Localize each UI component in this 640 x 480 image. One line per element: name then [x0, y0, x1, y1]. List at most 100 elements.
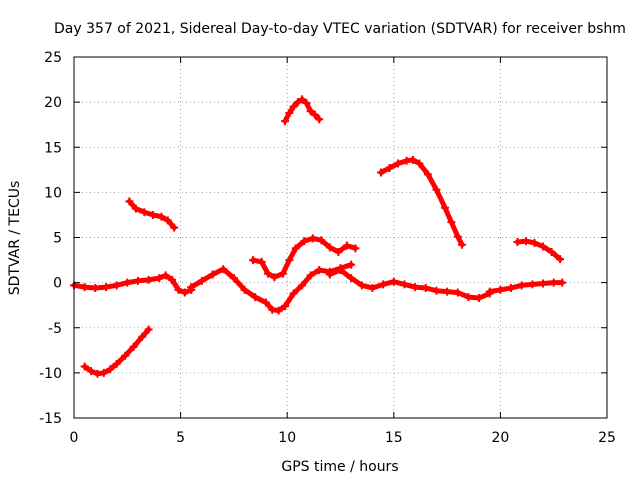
series-arc-8	[377, 155, 467, 249]
y-tick-label: -10	[39, 366, 62, 382]
x-tick-label: 20	[491, 430, 509, 446]
data-point	[168, 275, 177, 284]
axis-ticks: 0 5 10 15 20 25 -15 -10 -5 0 5 10 15 20 25	[39, 50, 616, 446]
data-point	[517, 281, 526, 290]
data-point	[415, 159, 424, 168]
data-point	[400, 280, 409, 289]
data-point	[325, 243, 334, 252]
x-tick-label: 15	[385, 430, 403, 446]
data-point	[112, 359, 121, 368]
data-point	[530, 238, 539, 247]
data-point	[336, 265, 345, 274]
data-point	[507, 284, 516, 293]
data-point	[379, 280, 388, 289]
data-point	[229, 274, 238, 283]
y-tick-label: 5	[53, 231, 62, 247]
data-point	[389, 277, 398, 286]
data-point	[270, 273, 279, 282]
data-point	[285, 256, 294, 265]
chart-title: Day 357 of 2021, Sidereal Day-to-day VTE…	[54, 21, 626, 37]
series-arc-5	[249, 234, 360, 282]
x-tick-label: 25	[598, 430, 616, 446]
data-point	[180, 288, 189, 297]
data-point	[394, 159, 403, 168]
data-point	[197, 276, 206, 285]
data-point	[163, 216, 172, 225]
data-point	[240, 285, 249, 294]
data-point	[148, 210, 157, 219]
x-tick-label: 5	[176, 430, 185, 446]
series-line	[327, 267, 493, 301]
data-point	[289, 289, 298, 298]
data-point	[306, 107, 315, 116]
data-point	[174, 285, 183, 294]
y-tick-label: 15	[44, 140, 62, 156]
data-point	[281, 117, 290, 126]
y-tick-label: -5	[48, 321, 62, 337]
data-point	[485, 287, 494, 296]
x-tick-label: 10	[278, 430, 296, 446]
data-point	[558, 278, 567, 287]
y-tick-label: 0	[53, 276, 62, 292]
data-point	[249, 256, 258, 265]
data-point	[315, 265, 324, 274]
series-arc-9	[485, 278, 567, 296]
grid	[74, 57, 607, 418]
data-point	[528, 280, 537, 289]
data-point	[161, 271, 170, 280]
series-arc-2	[125, 197, 179, 232]
data-point	[80, 362, 89, 371]
series-arc-3	[70, 271, 196, 297]
data-point	[556, 255, 565, 264]
series-arc-6	[281, 95, 324, 126]
data-point	[219, 265, 228, 274]
data-point	[458, 240, 467, 249]
data-point	[547, 247, 556, 256]
series-arc-7	[325, 265, 494, 302]
data-point	[123, 278, 132, 287]
data-point	[264, 269, 273, 278]
data-point	[549, 278, 558, 287]
data-point	[351, 244, 360, 253]
data-point	[99, 368, 108, 377]
data-point	[464, 293, 473, 302]
data-point	[453, 232, 462, 241]
data-point	[334, 247, 343, 256]
data-point	[385, 164, 394, 173]
series-line	[515, 238, 563, 262]
data-point	[125, 197, 134, 206]
data-point	[315, 115, 324, 124]
data-point	[496, 285, 505, 294]
data-point	[129, 342, 138, 351]
y-tick-label: 25	[44, 50, 62, 66]
data-point	[133, 276, 142, 285]
data-point	[170, 223, 179, 232]
data-point	[251, 293, 260, 302]
y-axis-title: SDTVAR / TECUs	[7, 181, 23, 296]
data-point	[421, 284, 430, 293]
data-point	[91, 284, 100, 293]
data-point	[411, 283, 420, 292]
data-point	[121, 351, 130, 360]
data-point	[289, 102, 298, 111]
data-point	[106, 365, 115, 374]
series-arc-4	[187, 260, 356, 315]
x-axis-title: GPS time / hours	[281, 459, 398, 475]
data-point	[368, 284, 377, 293]
data-point	[317, 236, 326, 245]
series-line	[71, 272, 194, 296]
data-point	[101, 283, 110, 292]
data-point	[302, 99, 311, 108]
data-point	[453, 288, 462, 297]
data-point	[539, 242, 548, 251]
data-point	[310, 110, 319, 119]
series-line	[82, 327, 152, 377]
data-point	[300, 237, 309, 246]
data-point	[291, 244, 300, 253]
data-point	[423, 170, 432, 179]
data-point	[144, 275, 153, 284]
y-tick-label: -15	[39, 411, 62, 427]
plot-frame	[73, 56, 608, 419]
data-point	[306, 271, 315, 280]
